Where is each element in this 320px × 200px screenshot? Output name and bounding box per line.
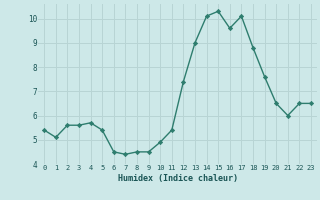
X-axis label: Humidex (Indice chaleur): Humidex (Indice chaleur)	[118, 174, 238, 183]
